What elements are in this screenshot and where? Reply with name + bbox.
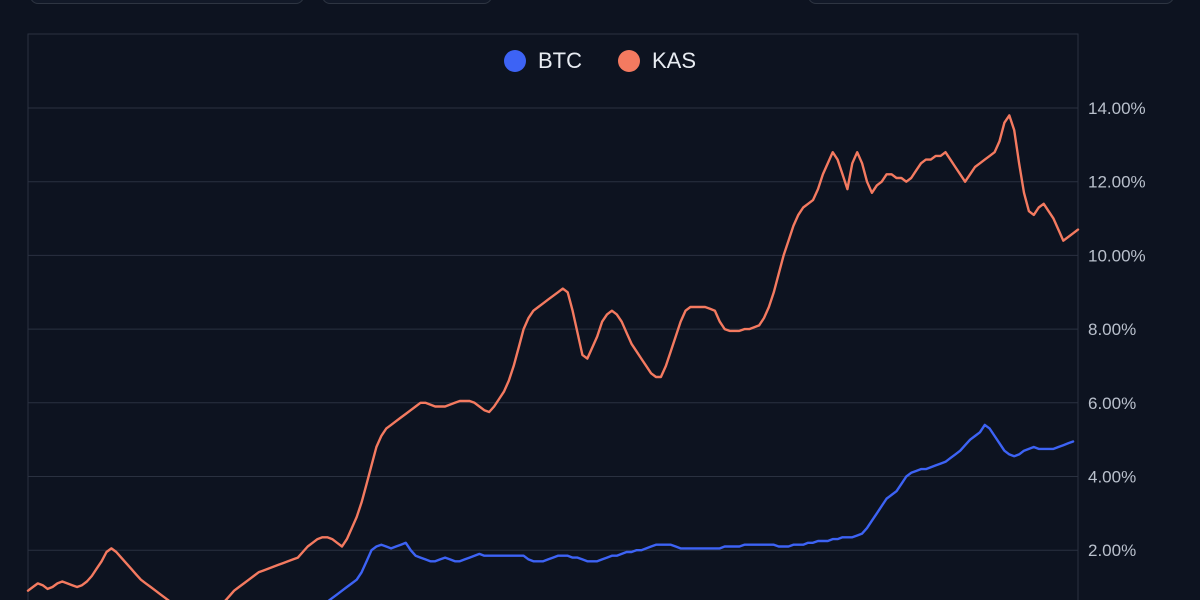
y-tick-label: 4.00%	[1088, 468, 1136, 487]
y-tick-label: 2.00%	[1088, 541, 1136, 560]
y-tick-label: 8.00%	[1088, 320, 1136, 339]
y-tick-label: 6.00%	[1088, 394, 1136, 413]
series-line-btc	[327, 423, 1075, 600]
legend-dot-kas	[617, 50, 640, 72]
legend-item-btc[interactable]: BTC	[503, 48, 582, 74]
legend-label-btc: BTC	[537, 48, 582, 73]
y-tick-label: 12.00%	[1088, 173, 1146, 192]
legend-label-kas: KAS	[651, 48, 697, 73]
series-line-kas	[26, 114, 1080, 600]
legend-dot-btc	[503, 50, 526, 72]
y-tick-label: 10.00%	[1088, 246, 1146, 265]
chart-legend: BTC KAS	[0, 48, 1200, 74]
plot-border	[27, 33, 1079, 600]
y-tick-label: 14.00%	[1088, 99, 1146, 118]
legend-item-kas[interactable]: KAS	[617, 48, 697, 74]
